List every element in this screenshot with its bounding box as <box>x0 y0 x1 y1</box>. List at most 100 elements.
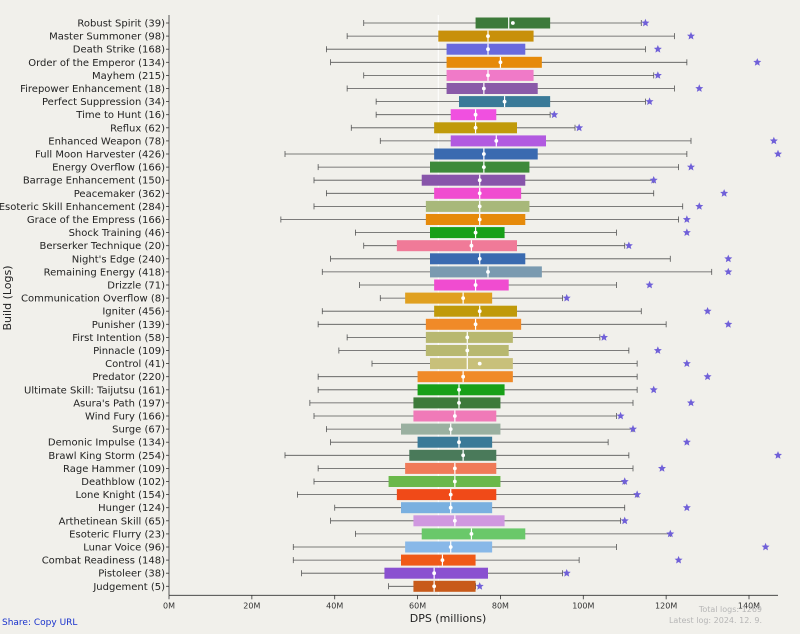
iqr-box <box>434 279 509 291</box>
iqr-box <box>430 227 505 239</box>
category-label: Pinnacle (109) <box>93 346 165 357</box>
mean-dot <box>452 479 457 484</box>
mean-dot <box>477 204 482 209</box>
iqr-box <box>413 515 505 527</box>
iqr-box <box>430 253 526 265</box>
copy-url-link[interactable]: Copy URL <box>33 618 78 628</box>
mean-dot <box>473 230 478 235</box>
mean-dot <box>432 584 437 589</box>
box-row <box>330 56 762 68</box>
box-row <box>359 279 654 291</box>
mean-dot <box>486 47 490 52</box>
x-tick-label: 0M <box>163 601 175 610</box>
max-star <box>629 424 637 433</box>
max-star <box>649 385 658 394</box>
mean-dot <box>481 165 486 170</box>
iqr-box <box>405 292 493 304</box>
x-tick-label: 80M <box>492 601 509 610</box>
iqr-box <box>434 187 522 199</box>
box-row <box>284 449 782 461</box>
iqr-box <box>450 135 546 147</box>
category-label: Arthetinean Skill (65) <box>59 516 165 527</box>
mean-dot <box>481 86 486 91</box>
iqr-box <box>413 397 501 409</box>
mean-dot <box>448 492 453 497</box>
x-tick-label: 60M <box>409 601 426 610</box>
box-row <box>317 384 658 396</box>
category-label: Grace of the Empress (166) <box>27 215 165 226</box>
max-star <box>649 176 658 184</box>
iqr-box <box>425 214 526 225</box>
max-star <box>682 228 691 236</box>
iqr-box <box>446 43 526 55</box>
max-star <box>724 267 733 276</box>
max-star <box>624 241 633 250</box>
share-prefix: Share: <box>2 618 32 628</box>
max-star <box>720 189 729 197</box>
mean-dot <box>452 518 457 523</box>
mean-dot <box>469 532 474 536</box>
box-row <box>313 476 629 487</box>
category-label: Death Strike (168) <box>73 45 165 56</box>
category-label: Order of the Emperor (134) <box>28 58 165 69</box>
max-star <box>687 31 695 40</box>
x-axis: 0M 20M 40M 60M 80M 100M 120M 140M <box>163 15 778 610</box>
iqr-box <box>401 554 476 566</box>
category-label: Enhanced Weapon (78) <box>48 136 165 147</box>
category-label: First Intention (58) <box>72 333 165 344</box>
mean-dot <box>477 178 482 183</box>
category-label: Judgement (5) <box>92 582 165 593</box>
category-label: Combat Readiness (148) <box>42 556 165 567</box>
mean-dot <box>448 545 453 549</box>
category-label: Lunar Voice (96) <box>83 543 165 554</box>
box-row <box>355 227 691 239</box>
box-row <box>379 135 778 147</box>
mean-dot <box>477 361 482 366</box>
mean-dot <box>477 256 482 261</box>
mean-dot <box>486 34 490 38</box>
category-label: Time to Hunt (16) <box>75 110 165 121</box>
box-row <box>309 397 695 409</box>
x-tick-label: 140M <box>738 601 760 610</box>
max-star <box>633 490 642 498</box>
max-star <box>674 555 683 564</box>
category-label: Perfect Suppression (34) <box>42 97 165 108</box>
iqr-box <box>446 83 538 94</box>
box-row <box>326 187 729 199</box>
mean-dot <box>481 152 486 156</box>
latest-log: Latest log: 2024. 12. 9. <box>668 616 762 625</box>
iqr-box <box>434 305 517 317</box>
mean-dot <box>452 414 457 418</box>
mean-dot <box>457 401 461 405</box>
max-star <box>620 477 629 485</box>
box-row <box>313 174 658 186</box>
boxes-layer <box>280 15 782 596</box>
box-row <box>355 528 675 540</box>
iqr-box <box>430 358 513 370</box>
max-star <box>682 215 691 223</box>
max-star <box>724 254 733 263</box>
max-star <box>550 110 559 119</box>
max-star <box>774 149 782 158</box>
box-row <box>313 410 625 422</box>
box-row <box>292 541 770 553</box>
iqr-box <box>421 528 526 540</box>
category-label: Wind Fury (166) <box>85 412 165 423</box>
box-row <box>280 214 691 225</box>
box-row <box>297 489 642 501</box>
iqr-box <box>425 318 522 330</box>
max-star <box>666 529 675 538</box>
iqr-box <box>434 148 538 160</box>
category-labels: Robust Spirit (39) Master Summoner (98) De… <box>0 19 169 593</box>
box-row <box>284 148 782 160</box>
max-star <box>645 280 654 289</box>
iqr-box <box>438 30 534 42</box>
max-star <box>695 202 704 210</box>
box-row <box>326 423 637 435</box>
category-label: Reflux (62) <box>110 123 165 134</box>
max-star <box>600 333 608 341</box>
footer-meta: Total logs: 1269 Latest log: 2024. 12. 9… <box>669 604 762 626</box>
iqr-box <box>409 449 497 461</box>
box-row <box>363 240 633 252</box>
